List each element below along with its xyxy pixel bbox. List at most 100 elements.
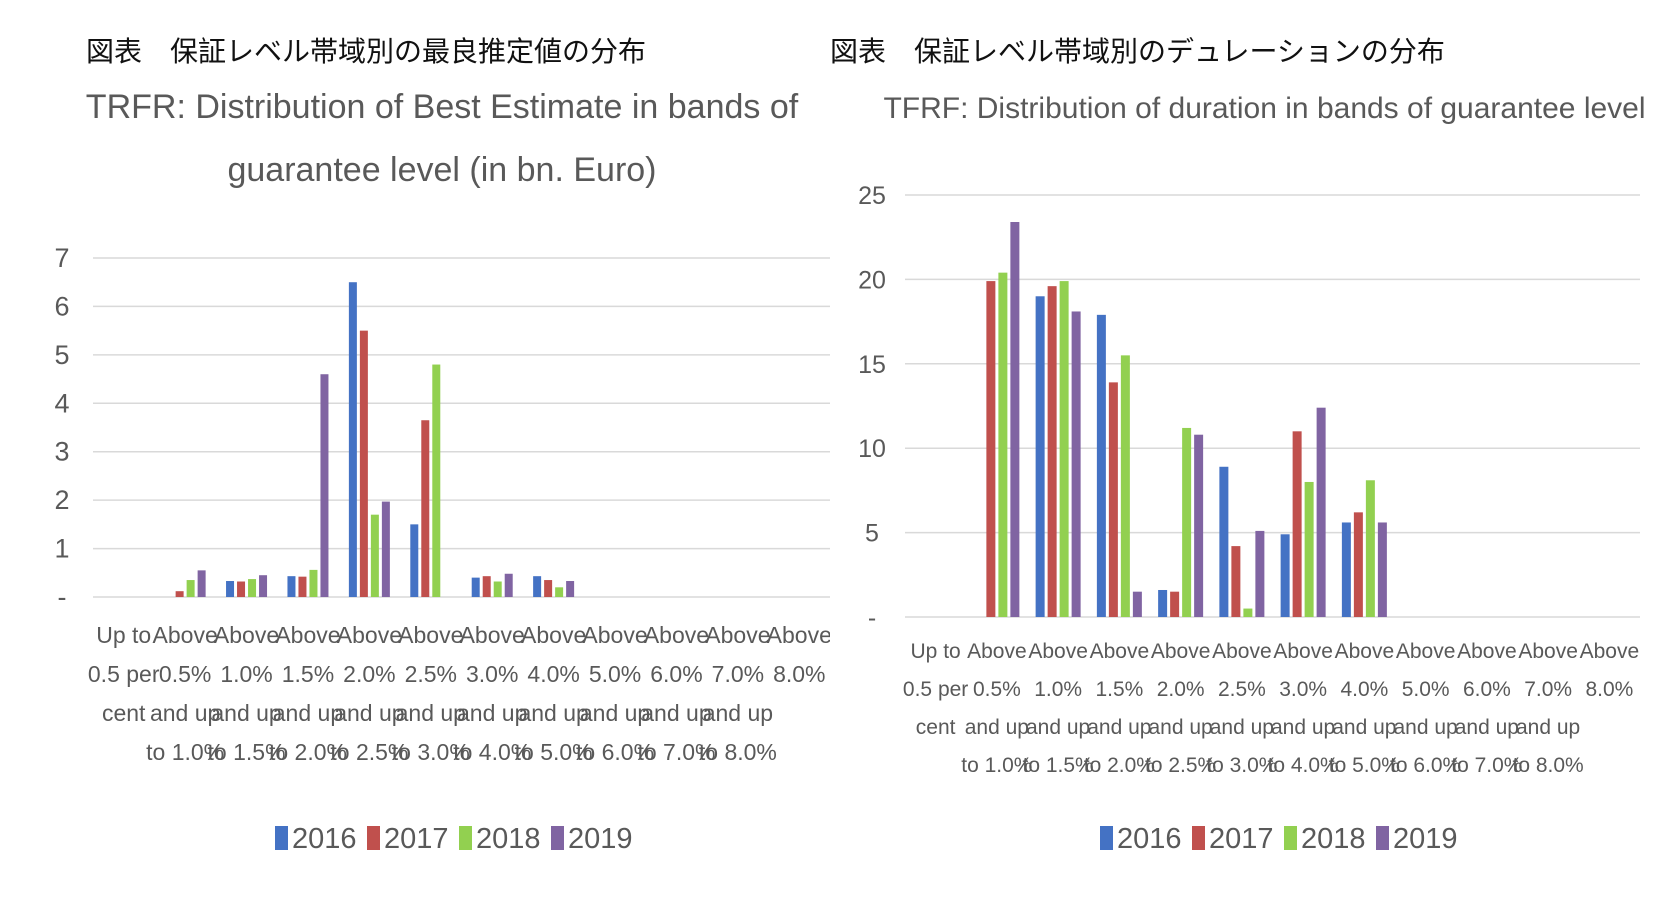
category-label: Above	[1212, 640, 1272, 663]
category-label: to 5.0%	[1329, 754, 1400, 777]
chart-title: guarantee level (in bn. Euro)	[227, 151, 656, 189]
bar-2019	[1132, 591, 1142, 617]
category-label: and up	[965, 716, 1029, 739]
legend-label-2019: 2019	[1393, 823, 1458, 855]
chart-panel-best-estimate: 図表 保証レベル帯域別の最良推定値の分布 TRFR: Distribution …	[0, 0, 830, 897]
category-label: to 6.0%	[1390, 754, 1461, 777]
category-label: 6.0%	[650, 661, 702, 687]
category-label: Above	[337, 622, 402, 648]
y-tick-label: 10	[858, 435, 886, 463]
category-label: Above	[398, 622, 463, 648]
y-tick-label: 5	[865, 520, 879, 548]
category-label: and up	[1149, 716, 1213, 739]
category-label: to 2.0%	[269, 739, 347, 765]
category-label: to 2.0%	[1084, 754, 1155, 777]
category-label: 1.0%	[1034, 678, 1082, 701]
category-label: 0.5 per	[903, 678, 968, 701]
bar-2018	[1304, 481, 1314, 617]
bar-2019	[1255, 530, 1265, 617]
category-label: Above	[1151, 640, 1211, 663]
category-label: 8.0%	[773, 661, 825, 687]
legend-swatch-2018	[1284, 826, 1297, 850]
category-label: 3.0%	[1279, 678, 1327, 701]
bar-2018	[493, 581, 502, 597]
category-label: and up	[211, 700, 281, 726]
category-label: Above	[1090, 640, 1150, 663]
category-label: to 7.0%	[1451, 754, 1522, 777]
legend-label-2016: 2016	[1117, 823, 1182, 855]
category-label: Up to	[911, 640, 961, 663]
category-label: Above	[967, 640, 1027, 663]
bar-2016	[348, 282, 357, 597]
category-label: and up	[1210, 716, 1274, 739]
bar-2017	[482, 576, 491, 597]
category-label: 1.5%	[282, 661, 334, 687]
category-label: Above	[1335, 640, 1395, 663]
bar-2018	[1182, 427, 1192, 617]
bar-2019	[1071, 311, 1081, 617]
category-label: and up	[1455, 716, 1519, 739]
bar-2019	[1010, 222, 1020, 617]
category-label: to 6.0%	[576, 739, 654, 765]
category-label: Above	[705, 622, 770, 648]
bar-2017	[1047, 286, 1057, 617]
category-label: Above	[460, 622, 525, 648]
category-label: and up	[518, 700, 588, 726]
chart-title: TFRF: Distribution of duration in bands …	[883, 92, 1645, 125]
legend-swatch-2019	[1376, 826, 1389, 850]
figure-heading: 図表 保証レベル帯域別のデュレーションの分布	[830, 35, 1445, 68]
category-label: to 8.0%	[699, 739, 777, 765]
category-label: 0.5%	[973, 678, 1021, 701]
bar-2018	[186, 580, 195, 597]
category-label: Above	[1457, 640, 1517, 663]
y-tick-label: 20	[858, 266, 886, 294]
category-label: Above	[644, 622, 709, 648]
bar-2016	[1280, 534, 1290, 617]
category-label: to 2.5%	[330, 739, 408, 765]
category-label: cent	[102, 700, 146, 726]
bar-2016	[226, 581, 235, 597]
legend-swatch-2018	[459, 826, 472, 850]
category-label: and up	[273, 700, 343, 726]
category-label: Above	[1273, 640, 1333, 663]
bar-2018	[309, 569, 318, 597]
bar-2016	[533, 576, 542, 597]
bar-2018	[555, 587, 564, 597]
category-label: and up	[396, 700, 466, 726]
bar-2016	[1219, 466, 1229, 617]
chart-panel-duration: 図表 保証レベル帯域別のデュレーションの分布 TFRF: Distributio…	[830, 0, 1679, 897]
bar-2016	[410, 524, 419, 597]
category-label: 2.5%	[1218, 678, 1266, 701]
bar-2017	[298, 576, 307, 597]
bar-2016	[1035, 296, 1045, 617]
bar-2017	[175, 591, 184, 597]
bar-2017	[1292, 431, 1302, 617]
category-label: 4.0%	[1340, 678, 1388, 701]
category-label: and up	[1394, 716, 1458, 739]
bar-2019	[381, 501, 390, 597]
bar-2018	[248, 579, 257, 597]
chart-title: TRFR: Distribution of Best Estimate in b…	[86, 88, 799, 126]
category-label: 7.0%	[712, 661, 764, 687]
bar-2017	[1231, 546, 1241, 617]
y-tick-label: 15	[858, 351, 886, 379]
category-label: and up	[1026, 716, 1090, 739]
bar-2019	[504, 573, 513, 597]
category-label: 6.0%	[1463, 678, 1511, 701]
category-label: 7.0%	[1524, 678, 1572, 701]
bar-2018	[1120, 355, 1130, 617]
y-tick-label: 3	[54, 437, 69, 467]
category-label: and up	[580, 700, 650, 726]
bar-2016	[1341, 522, 1351, 617]
legend-swatch-2017	[367, 826, 380, 850]
category-label: Above	[521, 622, 586, 648]
category-label: to 3.0%	[1206, 754, 1277, 777]
category-label: 5.0%	[1402, 678, 1450, 701]
category-label: to 1.5%	[1023, 754, 1094, 777]
category-label: cent	[916, 716, 956, 739]
bar-2018	[998, 272, 1008, 617]
category-label: and up	[457, 700, 527, 726]
category-label: to 1.0%	[961, 754, 1032, 777]
bar-2018	[1365, 480, 1375, 617]
y-tick-label: 1	[54, 534, 69, 564]
